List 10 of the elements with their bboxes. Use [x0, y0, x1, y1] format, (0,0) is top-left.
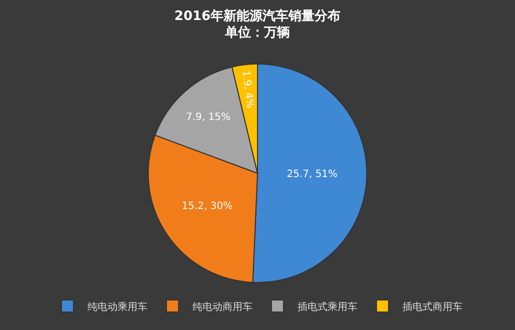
chart-title: 2016年新能源汽车销量分布	[174, 8, 341, 24]
data-label: 25.7, 51%	[286, 168, 338, 180]
legend-label: 插电式乘用车	[298, 300, 358, 313]
legend-label: 插电式商用车	[402, 300, 462, 313]
data-label: 15.2, 30%	[182, 201, 233, 212]
data-label: 7.9, 15%	[186, 112, 230, 124]
chart-subtitle: 单位：万辆	[224, 24, 290, 41]
legend-label: 纯电动商用车	[192, 300, 252, 313]
data-label: 1.9, 4%	[240, 70, 256, 109]
legend-label: 纯电动乘用车	[88, 300, 148, 313]
